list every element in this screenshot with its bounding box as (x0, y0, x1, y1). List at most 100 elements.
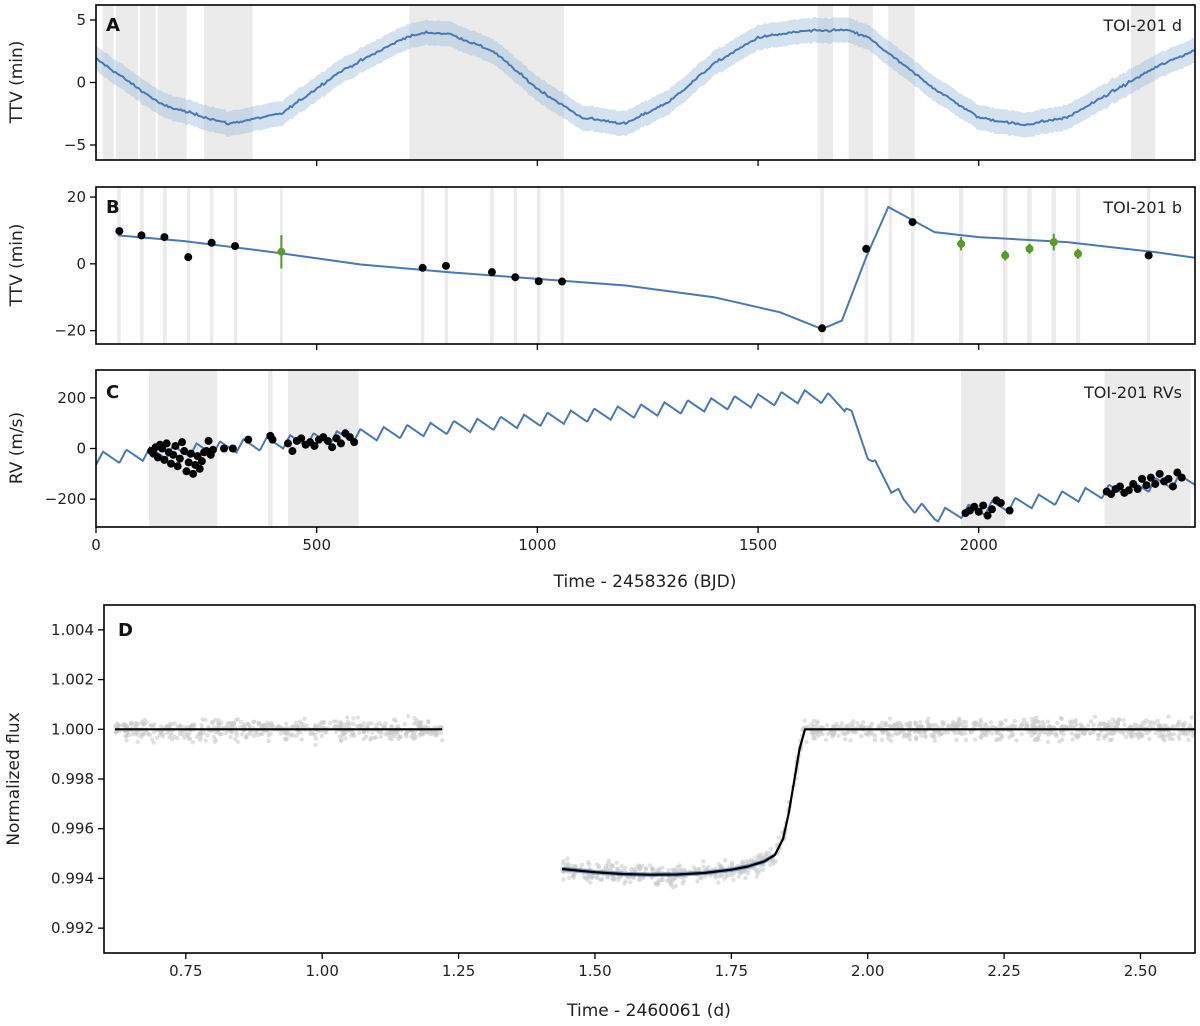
flux-point (1069, 731, 1074, 736)
flux-point (1115, 720, 1121, 725)
y-tick-label: 200 (57, 389, 86, 407)
rv-point (1164, 474, 1173, 483)
flux-point (1157, 722, 1162, 728)
flux-point (1019, 731, 1024, 737)
flux-point (198, 731, 203, 737)
flux-point (989, 731, 995, 736)
observation-span (287, 370, 359, 527)
panel-d-ticks: 1.004 1.002 1.000 0.998 0.996 0.994 0.992 0.75 1… (51, 621, 1157, 980)
flux-point (406, 714, 411, 719)
flux-point (811, 724, 816, 729)
y-tick-label: 0.996 (51, 820, 94, 838)
flux-point (339, 724, 344, 729)
rv-point (1138, 474, 1147, 483)
flux-point (1166, 714, 1171, 719)
flux-point (1072, 724, 1077, 730)
flux-point (216, 730, 221, 735)
observation-span (204, 5, 253, 160)
flux-point (616, 877, 621, 883)
flux-point (701, 864, 706, 869)
flux-point (1018, 723, 1024, 729)
flux-point (988, 720, 994, 725)
ttv-point (908, 218, 917, 227)
observation-span (140, 5, 156, 160)
rv-point (175, 454, 184, 463)
flux-point (232, 720, 237, 726)
flux-point (565, 861, 571, 866)
flux-point (583, 876, 588, 881)
flux-point (1186, 732, 1191, 737)
flux-point (313, 736, 319, 741)
flux-point (832, 730, 838, 735)
flux-point (900, 729, 905, 734)
rv-point (283, 439, 292, 448)
ttv-point (418, 263, 427, 272)
flux-point (1072, 720, 1078, 725)
flux-point (660, 877, 665, 883)
flux-point (1081, 731, 1086, 736)
y-tick-label: 1.000 (51, 720, 94, 738)
flux-point (140, 731, 146, 737)
flux-point (859, 733, 864, 739)
flux-point (1096, 737, 1101, 742)
flux-point (417, 720, 423, 725)
flux-point (302, 716, 307, 721)
flux-point (706, 864, 711, 870)
flux-point (149, 737, 155, 742)
ttv-point (534, 277, 543, 286)
flux-point (766, 851, 772, 856)
flux-point (339, 738, 344, 743)
flux-point (598, 877, 603, 883)
flux-point (283, 721, 289, 726)
flux-point (200, 717, 205, 722)
flux-point (999, 733, 1004, 738)
flux-point (994, 738, 999, 743)
rv-point (336, 439, 345, 448)
rv-point (195, 464, 204, 473)
panel-a-ylabel: TTV (min) (7, 41, 27, 125)
flux-point (1038, 730, 1043, 735)
flux-point (402, 722, 407, 727)
panel-b-ylabel: TTV (min) (7, 224, 27, 308)
flux-point (116, 723, 121, 728)
panel-a-model (96, 27, 1195, 127)
flux-point (369, 735, 374, 741)
flux-point (879, 720, 885, 725)
flux-point (243, 722, 248, 727)
flux-point (1181, 723, 1186, 728)
flux-point (1106, 720, 1112, 725)
panel-b-points (115, 218, 1153, 333)
rv-point (1155, 469, 1164, 478)
flux-point (605, 861, 611, 866)
flux-point (840, 730, 845, 735)
flux-point (412, 721, 417, 726)
observation-span (1003, 187, 1008, 344)
panel-a-ticks: 5 0 −5 (64, 11, 980, 166)
flux-point (845, 730, 851, 735)
flux-point (1070, 737, 1076, 742)
flux-point (1110, 722, 1115, 727)
flux-point (1161, 736, 1166, 741)
flux-point (219, 720, 224, 725)
flux-point (830, 734, 835, 739)
flux-point (233, 736, 238, 742)
flux-point (299, 737, 304, 742)
flux-point (1091, 722, 1096, 727)
flux-point (351, 716, 356, 721)
observation-span (820, 187, 824, 344)
flux-point (861, 720, 866, 725)
flux-point (404, 734, 409, 739)
flux-point (952, 730, 958, 736)
ttv-uncertainty-band (96, 16, 1195, 138)
flux-point (722, 876, 727, 881)
x-tick-label: 0.75 (169, 962, 202, 980)
observation-span (209, 187, 214, 344)
flux-point (219, 731, 224, 736)
panel-c-ticks: 2000−2000 500 1000 1500 2000 (45, 389, 998, 554)
observation-span (513, 187, 518, 344)
flux-point (606, 874, 611, 879)
flux-point (372, 735, 377, 741)
flux-point (151, 740, 156, 745)
flux-point (1140, 720, 1146, 725)
